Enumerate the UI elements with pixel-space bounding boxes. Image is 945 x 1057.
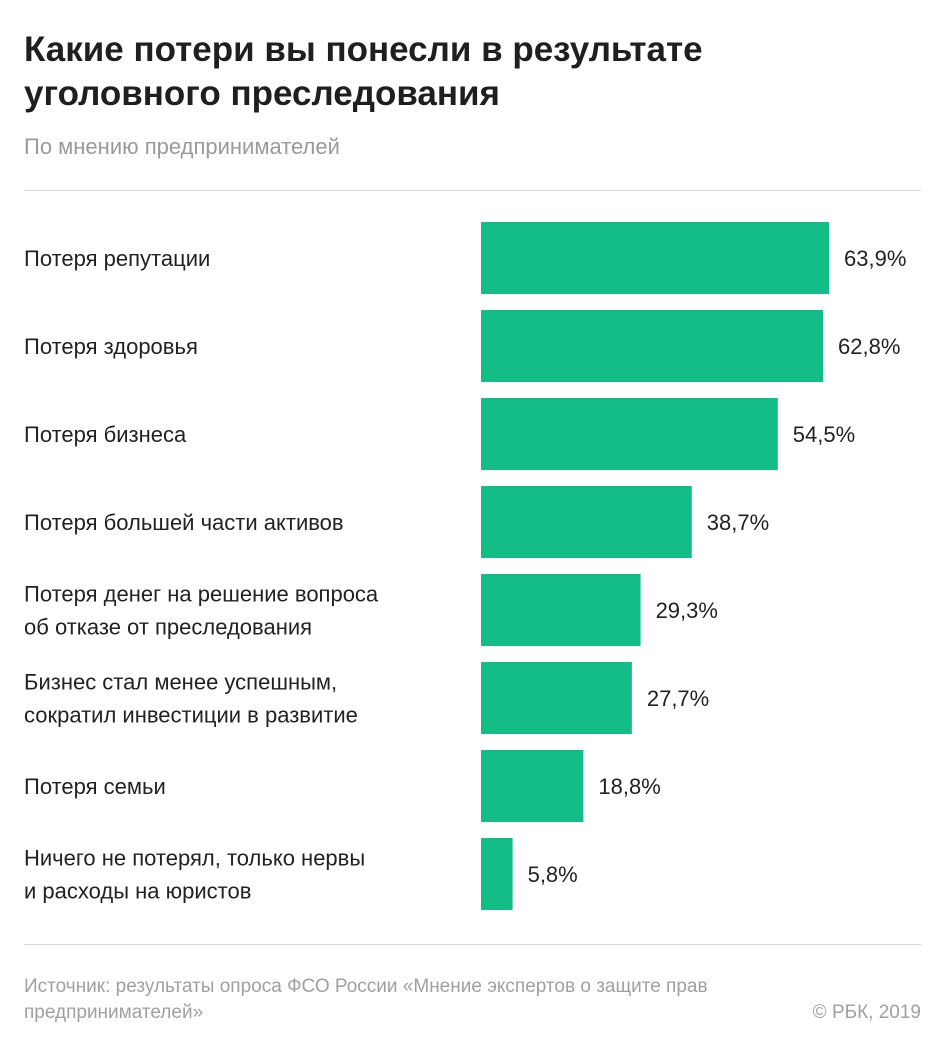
bar-3 xyxy=(481,398,778,470)
bar-5 xyxy=(481,574,641,646)
source-note: Источник: результаты опроса ФСО России «… xyxy=(24,976,708,1023)
chart-title: Какие потери вы понесли в результате уго… xyxy=(24,30,703,113)
category-label-5: Потеря денег на решение вопроса об отказе… xyxy=(24,582,379,640)
category-label-3: Потеря бизнеса xyxy=(24,422,187,447)
bar-8 xyxy=(481,838,513,910)
top-divider xyxy=(24,190,921,191)
category-label-8: Ничего не потерял, только нервы и расходы… xyxy=(24,846,365,904)
category-label-1: Потеря репутации xyxy=(24,246,210,271)
category-label-2: Потеря здоровья xyxy=(24,334,198,359)
bar-7 xyxy=(481,750,584,822)
category-label-7: Потеря семьи xyxy=(24,774,166,799)
value-label-5: 29,3% xyxy=(656,598,718,623)
value-label-7: 18,8% xyxy=(598,774,660,799)
bar-4 xyxy=(481,486,692,558)
value-label-8: 5,8% xyxy=(528,862,578,887)
value-label-6: 27,7% xyxy=(647,686,709,711)
bottom-divider xyxy=(24,944,921,945)
value-label-2: 62,8% xyxy=(838,334,900,359)
value-label-1: 63,9% xyxy=(844,246,906,271)
category-label-6: Бизнес стал менее успешным, сократил инве… xyxy=(24,670,358,728)
category-label-4: Потеря большей части активов xyxy=(24,510,344,535)
chart-subtitle: По мнению предпринимателей xyxy=(24,134,340,159)
bar-chart: 63,9% Потеря репутации 62,8% Потеря здоровь… xyxy=(24,222,906,910)
bar-6 xyxy=(481,662,632,734)
bar-2 xyxy=(481,310,824,382)
bar-1 xyxy=(481,222,829,294)
value-label-3: 54,5% xyxy=(793,422,855,447)
copyright: © РБК, 2019 xyxy=(812,1002,921,1023)
value-label-4: 38,7% xyxy=(707,510,769,535)
